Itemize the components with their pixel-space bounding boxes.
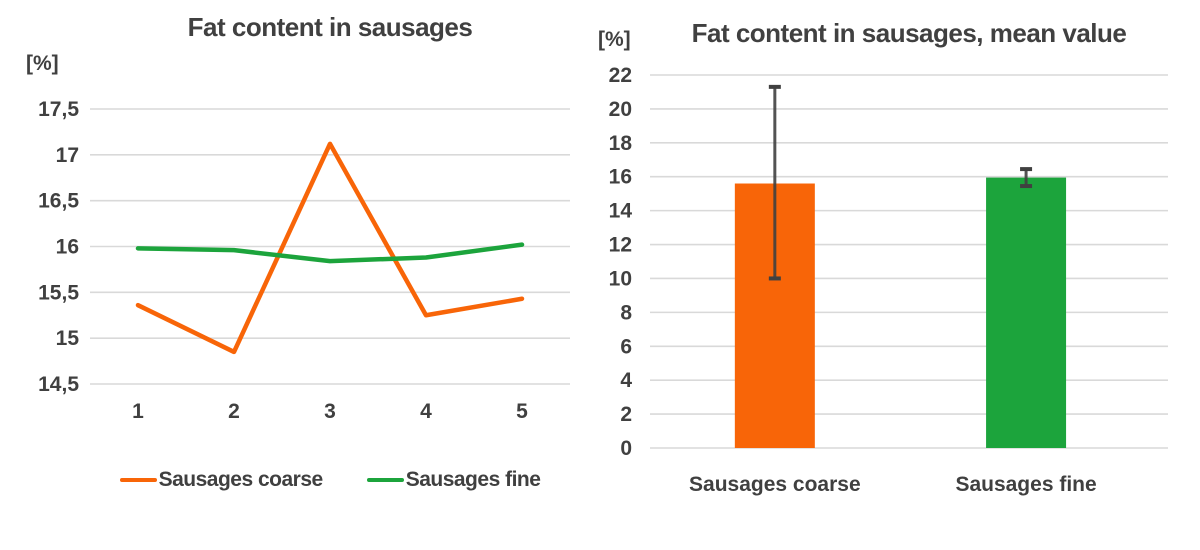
y-tick-label: 0 xyxy=(620,437,632,460)
legend-label-fine: Sausages fine xyxy=(405,468,541,491)
series-line-fine xyxy=(135,242,525,264)
y-tick-label: 18 xyxy=(609,132,633,155)
y-tick-label: 16 xyxy=(609,166,632,189)
legend-item-sausages-coarse: Sausages coarse xyxy=(119,468,324,492)
y-tick-label: 2 xyxy=(620,403,632,426)
y-tick-label: 16 xyxy=(56,236,79,259)
y-tick-label: 4 xyxy=(620,369,632,392)
y-tick-label: 17 xyxy=(56,144,79,167)
y-tick-label: 6 xyxy=(620,335,632,358)
y-tick-label: 12 xyxy=(609,234,632,257)
y-tick-label: 15 xyxy=(56,327,80,350)
y-tick-label: 17,5 xyxy=(38,98,79,121)
y-tick-label: 15,5 xyxy=(38,281,79,304)
x-tick-label: 2 xyxy=(228,400,240,423)
legend-line-swatch-fine xyxy=(366,478,404,482)
y-tick-label: 14 xyxy=(609,200,633,223)
legend-item-sausages-fine: Sausages fine xyxy=(366,468,541,492)
legend-line-swatch-coarse xyxy=(119,478,157,482)
x-category-label: Sausages coarse xyxy=(689,473,861,496)
line-chart-title: Fat content in sausages xyxy=(187,12,473,42)
x-tick-label: 4 xyxy=(420,400,432,423)
y-tick-label: 14,5 xyxy=(38,373,79,396)
bar-fine xyxy=(986,177,1067,448)
x-category-label: Sausages fine xyxy=(955,473,1096,496)
y-tick-label: 10 xyxy=(609,267,632,290)
y-tick-label: 20 xyxy=(609,98,632,121)
bar-chart-figure: Fat content in sausages, mean value [%] … xyxy=(590,0,1200,550)
x-tick-label: 5 xyxy=(516,400,528,423)
y-tick-label: 8 xyxy=(620,301,632,324)
line-chart-plot: 14,5 15 15,5 16 16,5 17 17,5 1 2 3 4 5 xyxy=(38,98,570,423)
line-chart-legend: Sausages coarse Sausages fine xyxy=(90,468,570,492)
series-line-coarse xyxy=(135,141,525,355)
y-tick-label: 16,5 xyxy=(38,190,79,213)
x-tick-label: 1 xyxy=(132,400,144,423)
bar-chart-plot: 0 2 4 6 8 10 12 14 16 18 20 22 Sausages coarse Sausag… xyxy=(609,64,1168,496)
line-chart-unit-label: [%] xyxy=(26,52,59,75)
line-chart-figure: Fat content in sausages [%] 14,5 15 15,5 16… xyxy=(0,0,585,550)
bar-chart-title: Fat content in sausages, mean value xyxy=(691,18,1127,48)
y-tick-label: 22 xyxy=(609,64,632,87)
bar-chart-unit-label: [%] xyxy=(598,28,631,51)
x-tick-label: 3 xyxy=(324,400,336,423)
legend-label-coarse: Sausages coarse xyxy=(158,468,324,491)
